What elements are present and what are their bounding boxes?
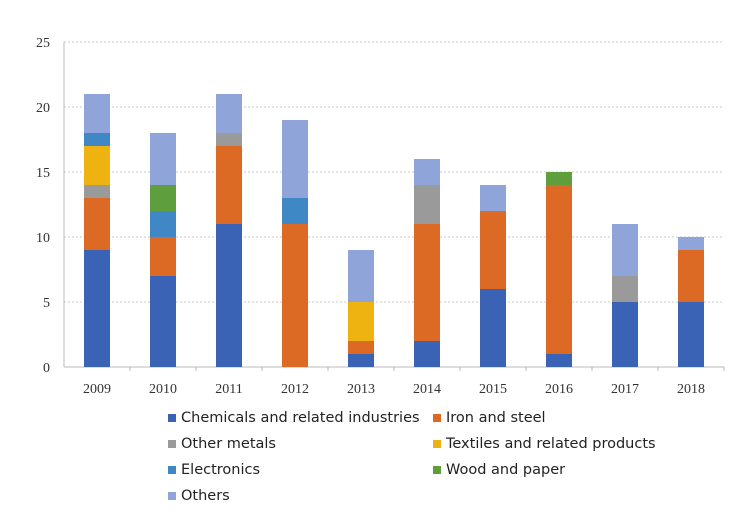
bar-segment [348, 302, 374, 341]
bar-segment [414, 341, 440, 367]
bar-segment [546, 354, 572, 367]
legend-label: Electronics [181, 462, 261, 478]
bar-segment [348, 354, 374, 367]
legend-label: Others [181, 488, 230, 504]
bar-segment [150, 276, 176, 367]
bar-segment [612, 276, 638, 302]
legend-label: Wood and paper [446, 462, 566, 478]
y-tick-label: 10 [36, 231, 50, 246]
legend-item: Wood and paper [433, 460, 693, 480]
y-tick-label: 5 [43, 296, 50, 311]
bar-segment [348, 341, 374, 354]
bar-segment [612, 224, 638, 276]
x-tick-label: 2016 [545, 382, 573, 397]
x-tick-label: 2010 [149, 382, 177, 397]
bar-segment [678, 237, 704, 250]
bar-segment [84, 133, 110, 146]
bar-segment [150, 185, 176, 211]
bar-segment [678, 250, 704, 302]
x-tick-label: 2009 [83, 382, 111, 397]
legend-item: Electronics [168, 460, 433, 480]
bar-segment [678, 302, 704, 367]
legend-swatch [433, 414, 441, 422]
bar-segment [414, 185, 440, 224]
legend-item: Others [168, 486, 433, 506]
x-tick-label: 2018 [677, 382, 705, 397]
legend-label: Iron and steel [446, 410, 546, 426]
bar-segment [282, 198, 308, 224]
x-tick-label: 2014 [413, 382, 441, 397]
bar-segment [480, 185, 506, 211]
bar-segment [150, 211, 176, 237]
bar-segment [84, 198, 110, 250]
legend-swatch [433, 440, 441, 448]
bar-segment [546, 172, 572, 185]
y-tick-label: 15 [36, 166, 50, 181]
bar-segment [414, 224, 440, 341]
bar-segment [216, 94, 242, 133]
bar-segment [348, 250, 374, 302]
bar-segment [216, 146, 242, 224]
bar-segment [150, 237, 176, 276]
legend-item: Iron and steel [433, 408, 693, 428]
y-tick-label: 0 [43, 361, 50, 376]
legend-swatch [168, 414, 176, 422]
legend-item: Chemicals and related industries [168, 408, 433, 428]
legend-item: Other metals [168, 434, 433, 454]
legend-label: Chemicals and related industries [181, 410, 420, 426]
bar-segment [612, 302, 638, 367]
bar-segment [150, 133, 176, 185]
bar-segment [282, 224, 308, 367]
legend-label: Other metals [181, 436, 276, 452]
x-tick-label: 2011 [215, 382, 242, 397]
x-tick-label: 2017 [611, 382, 639, 397]
bar-segment [480, 211, 506, 289]
x-tick-label: 2015 [479, 382, 507, 397]
bar-segment [480, 289, 506, 367]
legend-item: Textiles and related products [433, 434, 693, 454]
bar-segment [84, 250, 110, 367]
bar-segment [84, 146, 110, 185]
y-tick-label: 20 [36, 101, 50, 116]
legend-swatch [433, 466, 441, 474]
legend-label: Textiles and related products [446, 436, 656, 452]
x-tick-label: 2013 [347, 382, 375, 397]
y-tick-label: 25 [36, 36, 50, 51]
bar-segment [216, 133, 242, 146]
bar-segment [216, 224, 242, 367]
bar-segment [84, 185, 110, 198]
bar-segment [546, 185, 572, 354]
legend-swatch [168, 492, 176, 500]
bar-segment [414, 159, 440, 185]
legend: Chemicals and related industries Iron and… [168, 408, 693, 506]
bar-segment [84, 94, 110, 133]
stacked-bar-chart: 0 5 10 15 20 25 2009 2010 2011 2012 2013 2014 2015 20… [36, 36, 725, 397]
legend-swatch [168, 466, 176, 474]
bar-segment [282, 120, 308, 198]
x-tick-label: 2012 [281, 382, 309, 397]
legend-swatch [168, 440, 176, 448]
